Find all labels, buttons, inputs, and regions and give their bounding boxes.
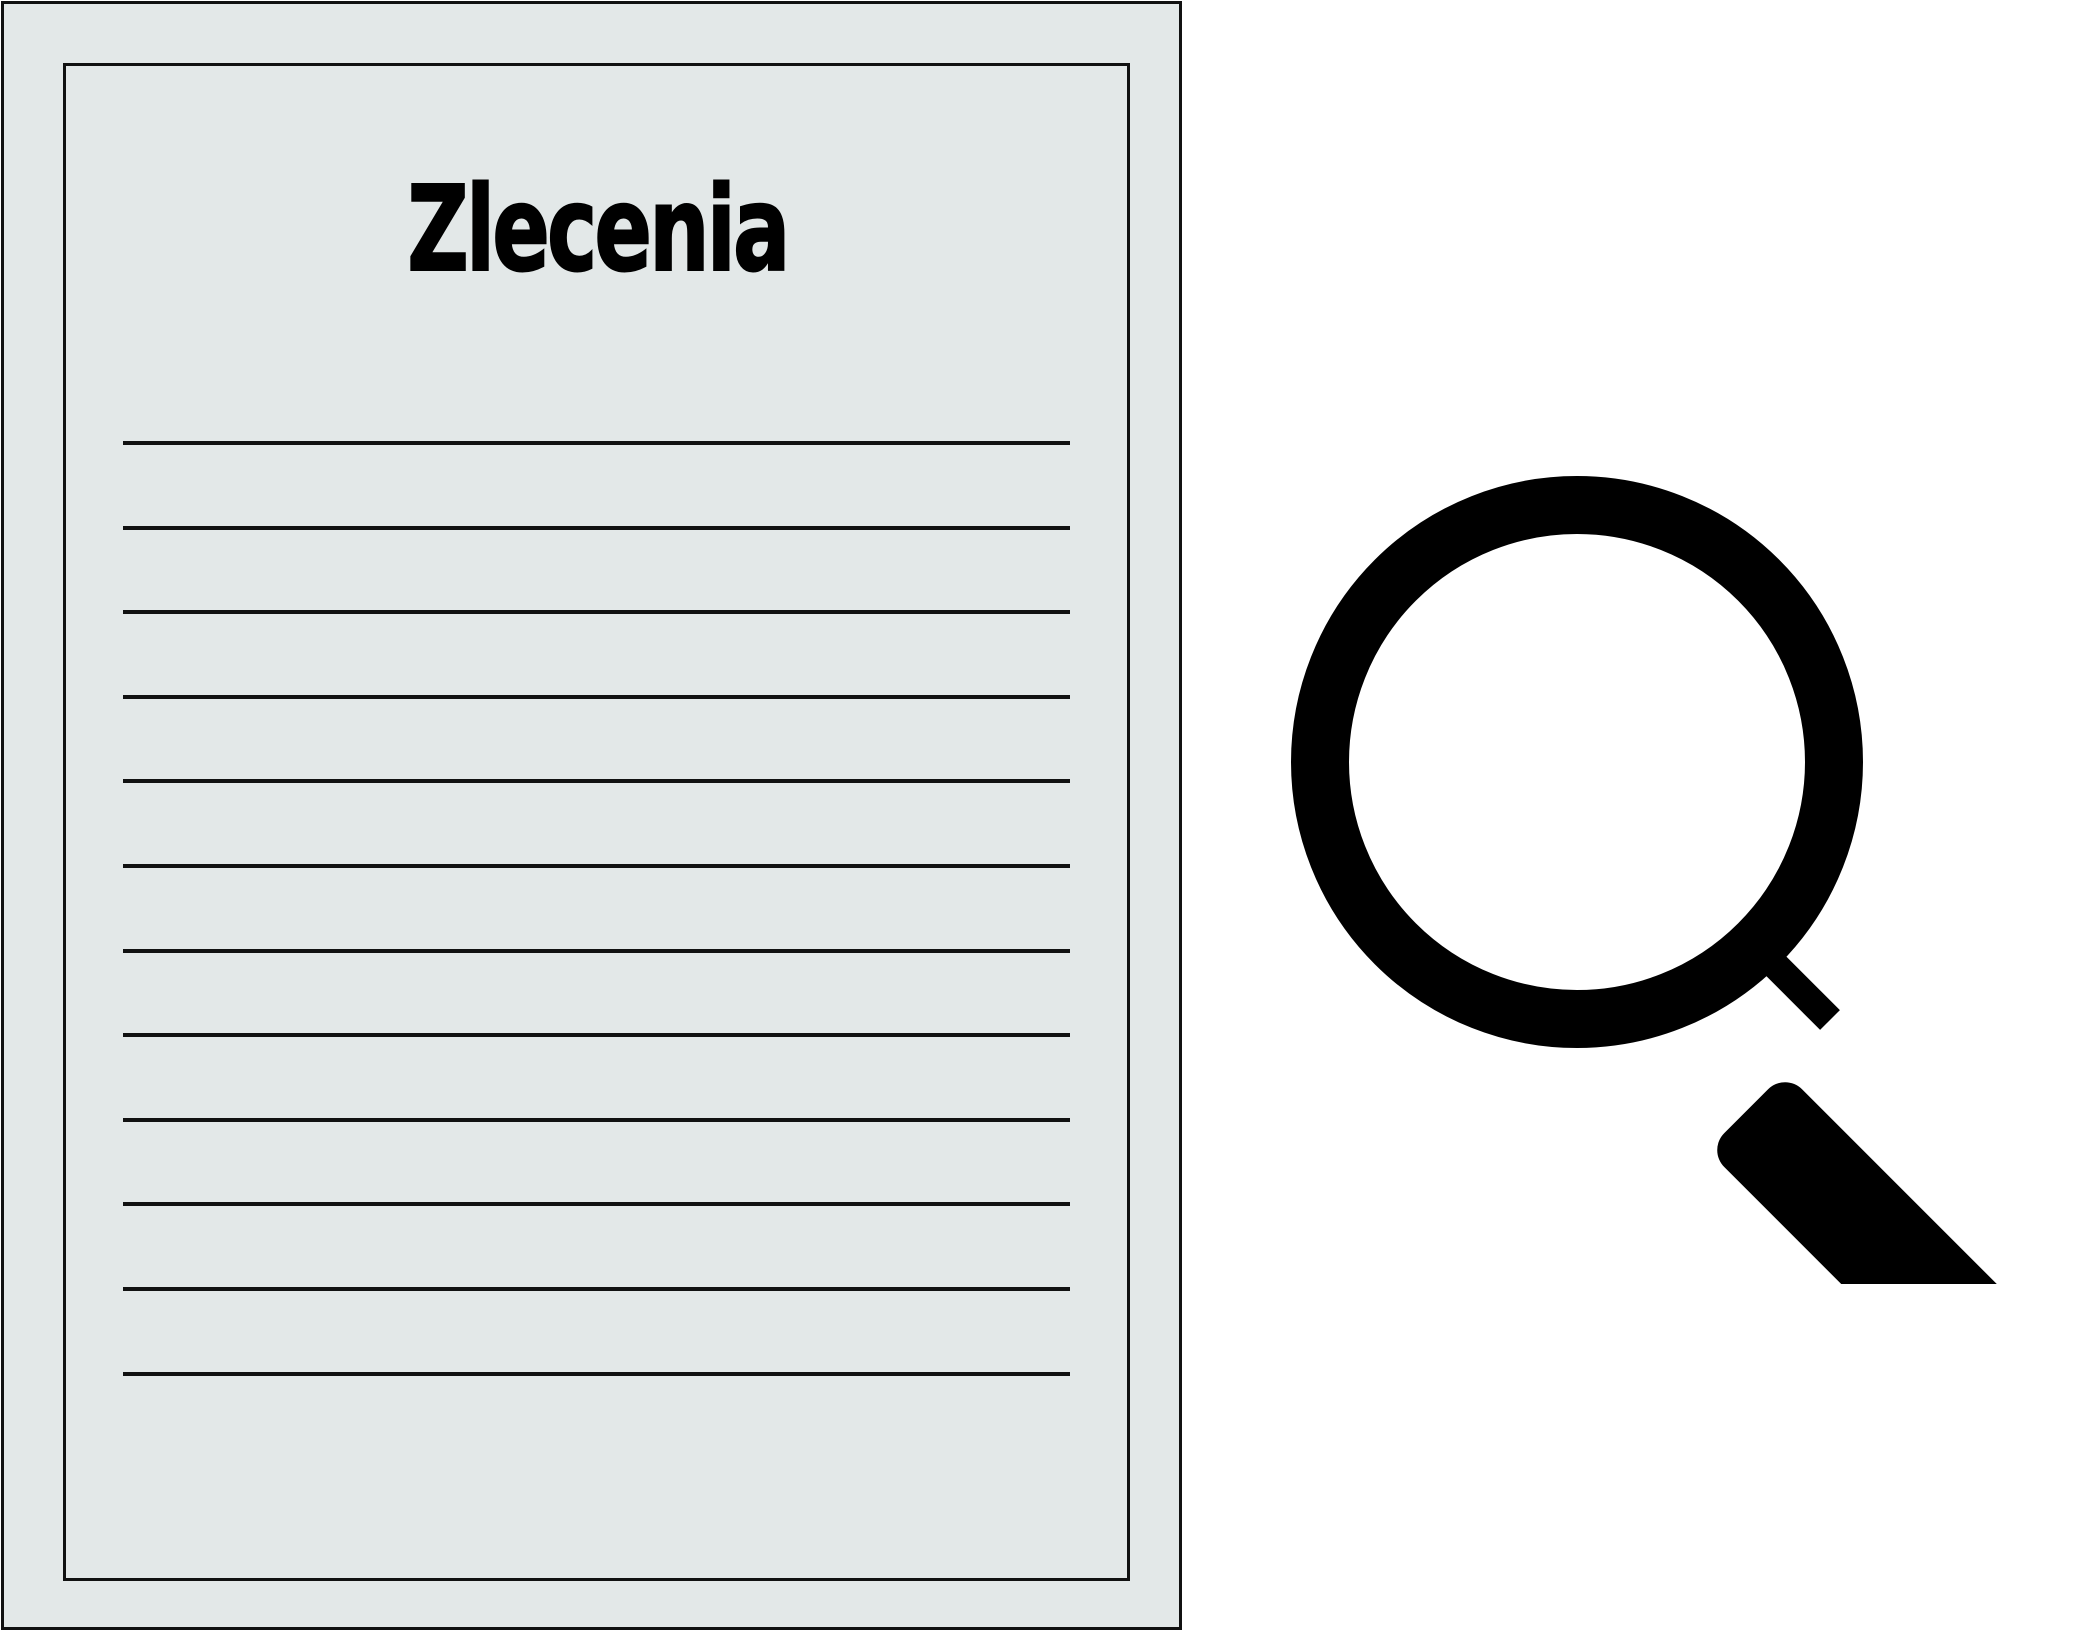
- document-line: [123, 441, 1070, 445]
- document-line: [123, 1372, 1070, 1376]
- document-line: [123, 949, 1070, 953]
- document-line: [123, 1287, 1070, 1291]
- document-line: [123, 695, 1070, 699]
- document-line: [123, 1118, 1070, 1122]
- document-line: [123, 1033, 1070, 1037]
- document-line: [123, 526, 1070, 530]
- document-line: [123, 1202, 1070, 1206]
- document-line: [123, 864, 1070, 868]
- document-line: [123, 610, 1070, 614]
- document-inner-frame: [63, 63, 1130, 1581]
- document-title: Zlecenia: [407, 160, 792, 298]
- magnifier-handle: [1717, 1082, 2037, 1284]
- magnifier-lens: [1291, 476, 1863, 1048]
- document-line: [123, 779, 1070, 783]
- magnifying-glass-icon: [1291, 476, 2037, 1284]
- document-icon: Zlecenia: [1, 1, 1182, 1630]
